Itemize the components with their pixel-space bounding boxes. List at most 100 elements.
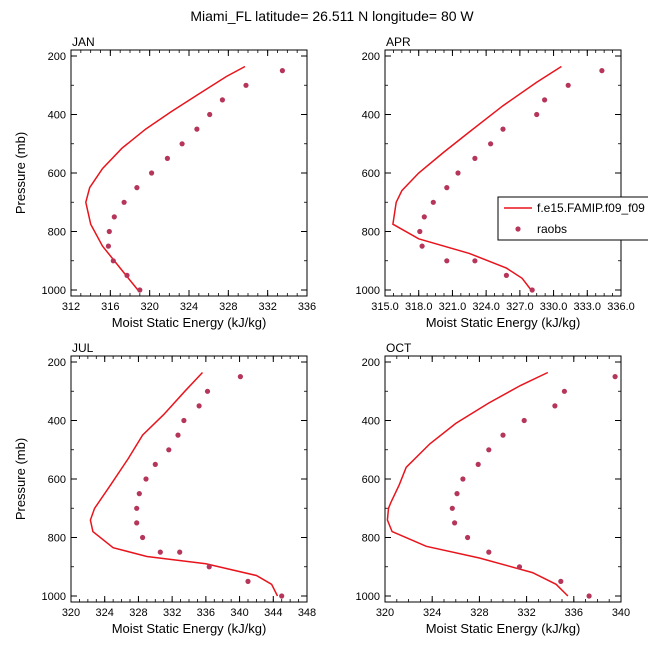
obs-point [111,214,117,220]
obs-point [500,432,506,438]
panel-title: OCT [386,341,412,355]
y-tick-label: 600 [362,168,380,180]
obs-point [430,199,436,205]
obs-point [143,476,149,482]
y-tick-label: 1000 [42,591,66,603]
panels: JAN 312 316 320 324 328 332 336 200 400 600 800 1000… [13,35,635,636]
y-tick-label: 400 [48,416,66,428]
y-tick-label: 400 [48,110,66,122]
x-tick-label: 324.0 [472,301,500,313]
x-tick-label: 340 [612,607,630,619]
obs-point [488,141,494,147]
obs-point [204,388,211,394]
obs-point [529,287,535,293]
x-tick-label: 333.0 [574,301,602,313]
x-tick-label: 318.0 [405,301,433,313]
x-tick-label: 336.0 [607,301,635,313]
y-tick-label: 600 [48,474,66,486]
obs-point [561,388,568,394]
x-tick-label: 328 [129,607,147,619]
panel-jul: JUL 320 324 328 332 336 340 344 348 200 400 600 800 1… [13,341,316,636]
x-tick-label: 328 [219,301,237,313]
y-tick-label: 800 [362,227,380,239]
obs-point [134,185,140,191]
obs-point [245,578,251,585]
obs-point [500,126,506,132]
x-tick-label: 316 [101,301,119,313]
panel-jan: JAN 312 316 320 324 328 332 336 200 400 600 800 1000… [13,35,316,330]
x-tick-label: 315.0 [371,301,399,313]
panel-apr: APR 315.0 318.0 321.0 324.0 327.0 330.0 333.0 33… [356,35,635,330]
legend: f.e15.FAMIP.f09_f09 raobs [497,196,648,241]
obs-point [179,141,185,147]
y-axis-label: Pressure (mb) [13,132,28,214]
model-line [85,65,246,291]
obs-point [136,491,142,497]
y-tick-label: 800 [48,533,66,545]
y-tick-label: 1000 [356,285,380,297]
model-line [89,371,279,597]
x-tick-label: 324 [423,607,441,619]
legend-obs-label: raobs [537,222,567,236]
obs-point [166,447,172,453]
obs-point [521,417,527,424]
obs-point [444,185,450,191]
panel-title: JAN [72,35,95,49]
y-tick-label: 800 [48,227,66,239]
x-tick-label: 332 [163,607,181,619]
obs-point [542,97,548,103]
x-tick-label: 320 [62,607,80,619]
x-tick-label: 336 [565,607,583,619]
obs-point [124,272,130,278]
y-tick-label: 600 [362,474,380,486]
x-tick-label: 324 [96,607,114,619]
x-tick-label: 312 [62,301,80,313]
x-tick-label: 330.0 [540,301,568,313]
panel-oct: OCT 320 324 328 332 336 340 200 400 600 800 1000 Moi… [356,341,631,636]
legend-obs-swatch [515,226,521,232]
y-tick-label: 200 [362,51,380,63]
obs-point [465,534,471,541]
obs-point [152,461,158,467]
x-tick-label: 340 [230,607,248,619]
y-axis-label: Pressure (mb) [13,438,28,520]
obs-point [534,111,540,118]
obs-point [140,534,146,541]
x-tick-label: 321.0 [439,301,467,313]
y-tick-label: 200 [48,51,66,63]
obs-point [106,228,112,235]
x-tick-label: 336 [298,301,316,313]
obs-point [558,578,564,585]
obs-point [449,505,455,511]
obs-point [417,228,423,235]
x-axis-label: Moist Static Energy (kJ/kg) [426,315,581,330]
panel-title: JUL [72,341,94,355]
obs-point [149,170,155,176]
obs-point [460,476,466,482]
obs-point [421,214,427,220]
x-tick-label: 336 [197,607,215,619]
x-tick-label: 324 [180,301,198,313]
obs-point [243,82,249,88]
obs-point [503,272,509,278]
x-tick-label: 328 [470,607,488,619]
obs-point [175,432,181,438]
obs-point [237,374,243,380]
obs-point [219,97,225,103]
legend-box [497,196,648,241]
obs-point [486,447,492,453]
obs-point [194,126,200,132]
x-tick-label: 348 [298,607,316,619]
obs-point [486,549,492,555]
y-tick-label: 200 [48,357,66,369]
obs-point [196,403,202,409]
obs-point [279,68,285,74]
x-tick-label: 332 [258,301,276,313]
obs-point [105,243,111,249]
obs-point [181,417,187,424]
obs-point [472,155,478,161]
legend-model-label: f.e15.FAMIP.f09_f09 [537,201,645,215]
obs-point [177,549,183,555]
x-tick-label: 320 [140,301,158,313]
